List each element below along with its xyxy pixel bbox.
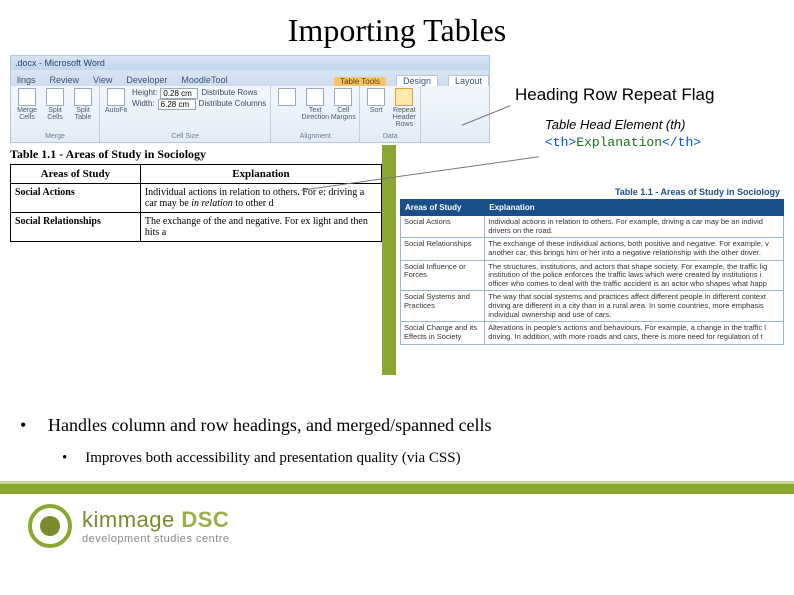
moodle-row-heading: Social Change and its Effects in Society	[401, 322, 485, 344]
tab: View	[91, 74, 114, 86]
bullet-level-1: • Handles column and row headings, and m…	[20, 415, 770, 436]
merge-cells-icon: Merge Cells	[15, 88, 39, 121]
text-direction-icon: Text Direction	[303, 88, 327, 121]
moodle-row-heading: Social Relationships	[401, 238, 485, 260]
height-input	[160, 88, 198, 99]
bullet-level-2: • Improves both accessibility and presen…	[62, 450, 770, 467]
word-row-heading: Social Actions	[11, 184, 141, 213]
word-titlebar: .docx - Microsoft Word	[11, 56, 489, 70]
word-row-cell: The exchange of the and negative. For ex…	[140, 213, 381, 242]
tab: MoodleTool	[179, 74, 229, 86]
word-table-caption: Table 1.1 - Areas of Study in Sociology	[10, 145, 382, 164]
moodle-th-col1: Areas of Study	[401, 200, 485, 216]
bullet-dot-icon: •	[20, 415, 30, 436]
logo-text: kimmage DSC development studies centre	[82, 507, 230, 545]
moodle-row-heading: Social Influence or Forces	[401, 260, 485, 291]
bullet-text: Improves both accessibility and presenta…	[85, 450, 460, 467]
context-tab: Layout	[448, 75, 489, 86]
moodle-table-caption: Table 1.1 - Areas of Study in Sociology	[400, 185, 784, 199]
ribbon-body: Merge Cells Split Cells Split Table Merg…	[11, 86, 489, 142]
word-row-cell: Individual actions in relation to others…	[140, 184, 381, 213]
ribbon-group-data: Sort Repeat Header Rows Data	[360, 86, 421, 142]
moodle-th-col2: Explanation	[485, 200, 784, 216]
bullet-dot-icon: •	[62, 450, 67, 467]
ribbon-group-cellsize: AutoFit Height:Distribute Rows Width:Dis…	[100, 86, 271, 142]
repeat-header-rows-icon: Repeat Header Rows	[392, 88, 416, 128]
word-row-heading: Social Relationships	[11, 213, 141, 242]
split-table-icon: Split Table	[71, 88, 95, 121]
word-tabs: lings Review View Developer MoodleTool T…	[11, 70, 489, 86]
size-inputs: Height:Distribute Rows Width:Distribute …	[132, 88, 266, 110]
logo-mark-icon	[28, 504, 72, 548]
annotation-th-label: Table Head Element (th)	[545, 117, 685, 132]
sort-icon: Sort	[364, 88, 388, 114]
tab: lings	[15, 74, 38, 86]
moodle-row-cell: The way that social systems and practice…	[485, 291, 784, 322]
moodle-row-cell: The structures, institutions, and actors…	[485, 260, 784, 291]
cell-margins-icon: Cell Margins	[331, 88, 355, 121]
bullet-text: Handles column and row headings, and mer…	[48, 415, 492, 436]
align-grid-icon	[275, 88, 299, 107]
annotation-th-code: <th>Explanation</th>	[545, 135, 701, 150]
ribbon-group-merge: Merge Cells Split Cells Split Table Merg…	[11, 86, 100, 142]
word-th-col2: Explanation	[140, 165, 381, 184]
context-tab-group: Table Tools	[334, 77, 386, 86]
tab: Developer	[124, 74, 169, 86]
moodle-row-cell: Individual actions in relation to others…	[485, 216, 784, 238]
moodle-row-heading: Social Systems and Practices	[401, 291, 485, 322]
ribbon-group-alignment: Text Direction Cell Margins Alignment	[271, 86, 360, 142]
footer-bar	[0, 484, 794, 494]
tab: Review	[48, 74, 82, 86]
word-th-col1: Areas of Study	[11, 165, 141, 184]
word-ribbon-screenshot: .docx - Microsoft Word lings Review View…	[10, 55, 490, 143]
word-table: Areas of Study Explanation Social Action…	[10, 164, 382, 242]
moodle-row-heading: Social Actions	[401, 216, 485, 238]
moodle-row-cell: Alterations in people's actions and beha…	[485, 322, 784, 344]
moodle-row-cell: The exchange of these individual actions…	[485, 238, 784, 260]
autofit-icon: AutoFit	[104, 88, 128, 114]
word-document-table: Table 1.1 - Areas of Study in Sociology …	[10, 145, 382, 242]
green-divider-bar	[382, 145, 396, 375]
content-area: .docx - Microsoft Word lings Review View…	[0, 55, 794, 415]
split-cells-icon: Split Cells	[43, 88, 67, 121]
slide-title: Importing Tables	[0, 0, 794, 55]
context-tab: Design	[396, 75, 438, 86]
kimmage-logo: kimmage DSC development studies centre	[28, 504, 230, 548]
moodle-table-element: Areas of Study Explanation Social Action…	[400, 199, 784, 345]
bullet-list: • Handles column and row headings, and m…	[20, 415, 770, 467]
moodle-html-table: Table 1.1 - Areas of Study in Sociology …	[400, 185, 784, 345]
width-input	[158, 99, 196, 110]
annotation-heading-row: Heading Row Repeat Flag	[515, 85, 714, 105]
